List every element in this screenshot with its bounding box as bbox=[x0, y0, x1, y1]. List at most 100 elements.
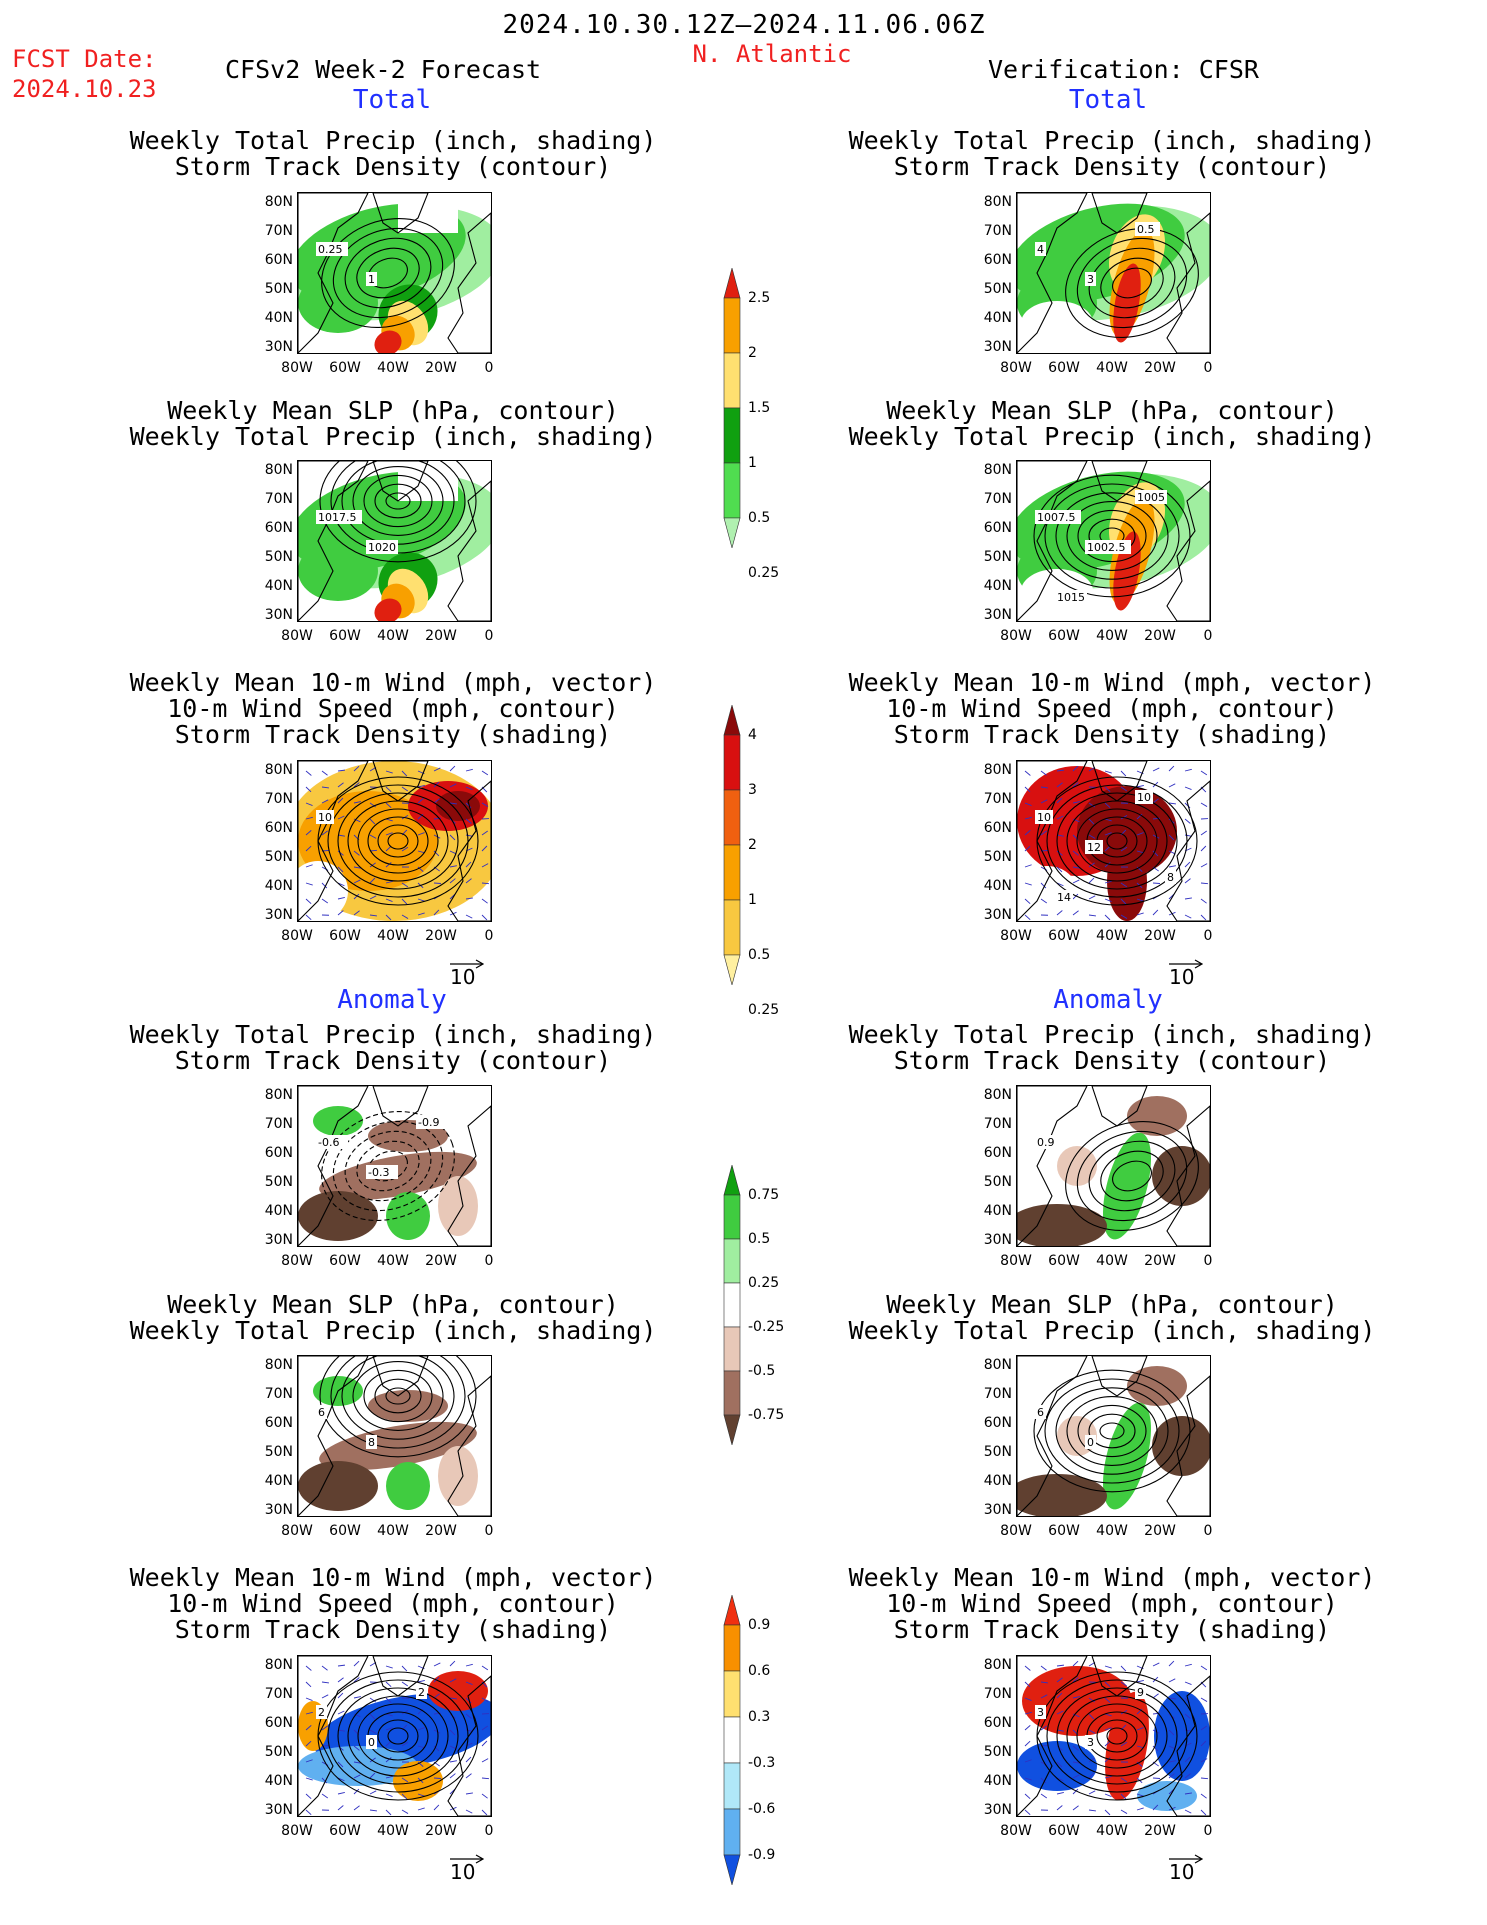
lon-tick-label: 40W bbox=[377, 1823, 409, 1839]
storm-track-contour bbox=[368, 1150, 408, 1182]
svg-text:1005: 1005 bbox=[1137, 491, 1165, 504]
colorbar-label: 2 bbox=[748, 345, 757, 361]
contour-value-label: 1020 bbox=[366, 540, 398, 554]
lat-tick-label: 60N bbox=[264, 1715, 293, 1731]
wind-vector bbox=[1088, 1790, 1096, 1795]
svg-text:2: 2 bbox=[418, 1686, 425, 1699]
lon-tick-label: 20W bbox=[1144, 360, 1176, 376]
slp-contour bbox=[352, 466, 444, 536]
lon-tick-label: 0 bbox=[484, 1253, 494, 1269]
wind-vector bbox=[353, 1677, 360, 1683]
wind-vector bbox=[369, 1790, 377, 1795]
wind-vector bbox=[1040, 1793, 1048, 1799]
wind-vector bbox=[305, 1809, 312, 1816]
lon-tick-label: 40W bbox=[377, 1253, 409, 1269]
wind-vector bbox=[401, 1681, 409, 1687]
wind-vector bbox=[481, 845, 488, 852]
panel-title-line: Weekly Mean SLP (hPa, contour) bbox=[167, 396, 619, 425]
wind-vector bbox=[1072, 1774, 1080, 1779]
lat-tick-label: 70N bbox=[983, 791, 1012, 807]
shade-blob bbox=[1021, 301, 1093, 345]
lon-tick-label: 0 bbox=[484, 360, 494, 376]
wind-vector bbox=[1184, 802, 1191, 809]
wind-vector bbox=[1104, 1681, 1111, 1688]
wind-vector bbox=[1104, 1740, 1111, 1747]
wind-speed-contour bbox=[1076, 808, 1158, 874]
wind-vector bbox=[1120, 1777, 1128, 1783]
panel-title-line: Weekly Total Precip (inch, shading) bbox=[129, 422, 657, 451]
wind-vector bbox=[337, 797, 344, 804]
lat-tick-label: 80N bbox=[983, 462, 1012, 478]
coastline-europe-africa bbox=[447, 1105, 491, 1246]
wind-vector bbox=[385, 1757, 392, 1763]
left-anomaly-heading: Anomaly bbox=[337, 985, 447, 1015]
wind-vector bbox=[321, 1725, 328, 1731]
contour-value-label: 10 bbox=[1035, 810, 1053, 824]
lat-tick-label: 80N bbox=[983, 762, 1012, 778]
colorbar-label: -0.3 bbox=[748, 1755, 776, 1771]
svg-text:0: 0 bbox=[1087, 1436, 1094, 1449]
contour-value-label: -0.9 bbox=[416, 1115, 448, 1129]
coastline-americas bbox=[1017, 1656, 1088, 1816]
coastline-greenland bbox=[372, 193, 429, 234]
wind-vector bbox=[1088, 1697, 1096, 1703]
slp-contour bbox=[1044, 1378, 1180, 1484]
lon-tick-label: 60W bbox=[1048, 1523, 1080, 1539]
wind-speed-contour bbox=[1106, 832, 1128, 850]
wind-vector bbox=[353, 866, 361, 869]
wind-vector bbox=[1104, 818, 1112, 822]
wind-vector bbox=[481, 863, 489, 868]
contour-value-label: 6 bbox=[1035, 1405, 1046, 1419]
wind-vector bbox=[1184, 897, 1192, 900]
lon-tick-label: 80W bbox=[281, 628, 313, 644]
lat-tick-label: 80N bbox=[264, 1657, 293, 1673]
storm-track-contour bbox=[1076, 1130, 1188, 1222]
wind-vector bbox=[305, 786, 312, 793]
wind-vector bbox=[1088, 895, 1096, 900]
wind-vector bbox=[305, 845, 312, 852]
panel-title-line: Storm Track Density (shading) bbox=[893, 720, 1331, 749]
shade-blob bbox=[1154, 1691, 1210, 1781]
wind-vector bbox=[1120, 1809, 1128, 1814]
wind-vector bbox=[481, 830, 488, 836]
lon-tick-label: 20W bbox=[425, 928, 457, 944]
colorbar-swatch bbox=[723, 1854, 741, 1887]
storm-track-contour bbox=[1076, 237, 1188, 329]
wind-vector bbox=[1104, 1793, 1112, 1798]
contour-value-label: 12 bbox=[1085, 840, 1103, 854]
wind-vector bbox=[1200, 1697, 1208, 1702]
wind-vector bbox=[465, 1697, 472, 1704]
panel-title-line: Storm Track Density (contour) bbox=[174, 152, 612, 181]
wind-vector bbox=[417, 850, 425, 854]
wind-vector bbox=[1168, 1697, 1176, 1700]
wind-vector bbox=[1088, 802, 1096, 808]
wind-vector bbox=[1040, 1777, 1047, 1784]
contour-value-label: 3 bbox=[1035, 1705, 1046, 1719]
wind-vector bbox=[449, 834, 456, 841]
wind-vector bbox=[385, 914, 392, 921]
colorbar-label: 2.5 bbox=[748, 290, 771, 306]
wind-vector bbox=[449, 1745, 457, 1750]
wind-vector bbox=[385, 770, 393, 774]
panel-title-line: 10-m Wind Speed (mph, contour) bbox=[167, 1589, 619, 1618]
wind-vector bbox=[369, 1713, 376, 1720]
wind-vector bbox=[369, 1757, 376, 1763]
wind-vector bbox=[481, 1697, 489, 1702]
panel-title: Weekly Mean 10-m Wind (mph, vector) 10-m … bbox=[130, 670, 657, 748]
colorbar bbox=[722, 703, 742, 989]
wind-vector bbox=[1024, 1809, 1031, 1816]
lon-tick-label: 60W bbox=[1048, 628, 1080, 644]
wind-vector bbox=[1184, 878, 1191, 884]
wind-vector bbox=[305, 882, 313, 886]
lat-tick-label: 30N bbox=[983, 1232, 1012, 1248]
wind-speed-contour bbox=[327, 784, 469, 898]
wind-vector bbox=[1104, 1809, 1111, 1816]
colorbar-label: -0.25 bbox=[748, 1319, 785, 1335]
dry-area bbox=[398, 193, 458, 233]
wind-vector bbox=[401, 882, 409, 888]
wind-vector bbox=[385, 832, 393, 836]
wind-vector bbox=[1024, 802, 1032, 806]
coastline-greenland bbox=[1091, 461, 1148, 502]
lon-tick-label: 20W bbox=[425, 360, 457, 376]
svg-text:0.5: 0.5 bbox=[1137, 223, 1155, 236]
